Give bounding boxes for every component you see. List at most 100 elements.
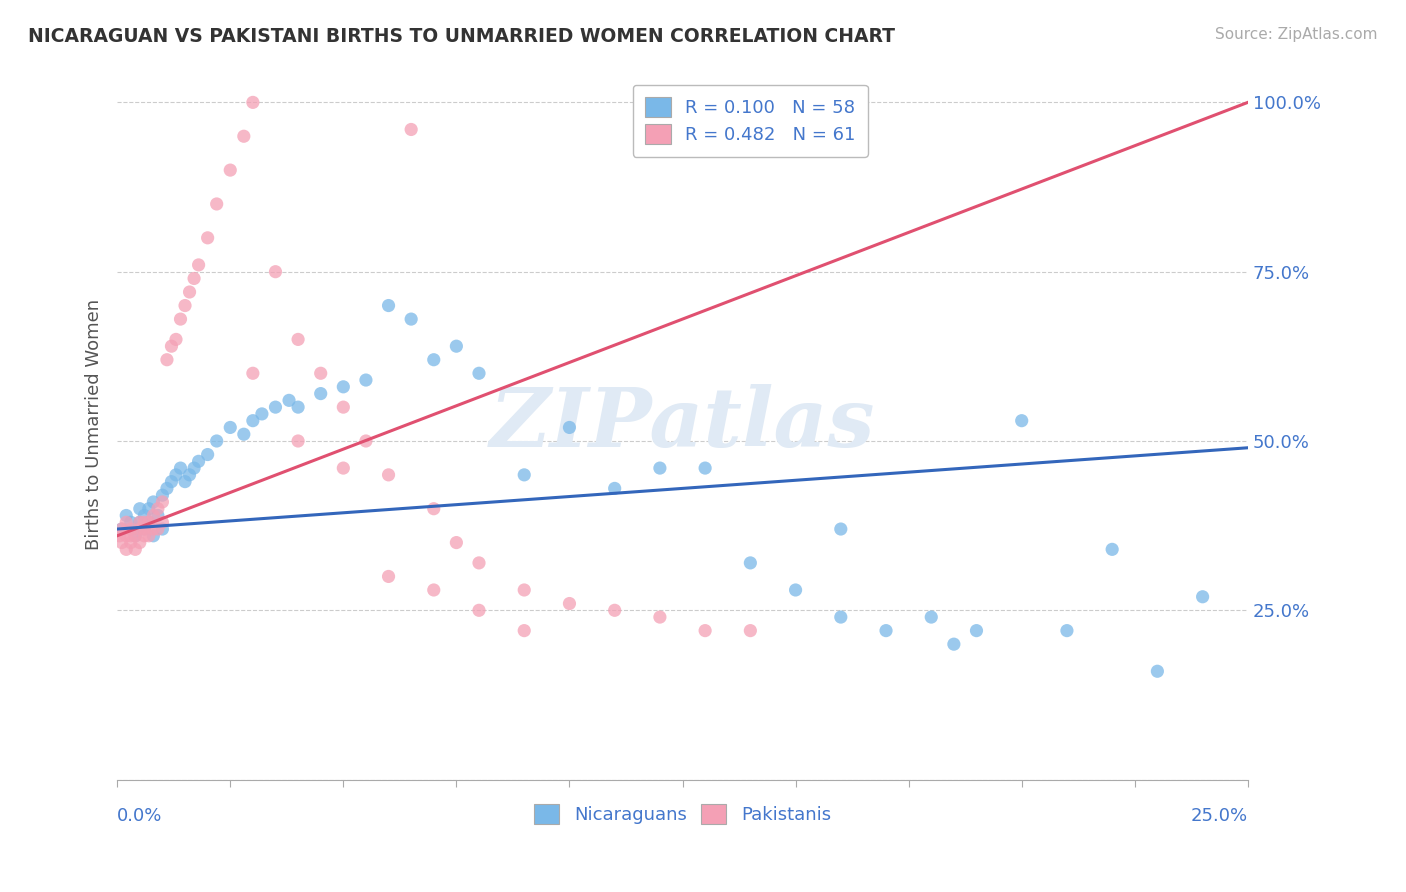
Point xyxy=(146,508,169,523)
Point xyxy=(399,312,422,326)
Point xyxy=(232,129,254,144)
Point xyxy=(377,299,399,313)
Point xyxy=(152,522,174,536)
Point xyxy=(287,434,309,448)
Point xyxy=(332,380,354,394)
Point xyxy=(1191,590,1213,604)
Point xyxy=(179,467,201,482)
Point xyxy=(128,501,150,516)
Point xyxy=(1101,542,1123,557)
Point xyxy=(468,603,491,617)
Point xyxy=(513,582,536,597)
Point xyxy=(115,508,138,523)
Point xyxy=(558,597,581,611)
Point xyxy=(695,624,717,638)
Point xyxy=(446,535,468,549)
Point xyxy=(309,366,332,380)
Point xyxy=(128,522,150,536)
Point xyxy=(242,366,264,380)
Point xyxy=(242,95,264,110)
Text: 0.0%: 0.0% xyxy=(117,806,163,825)
Point xyxy=(179,285,201,299)
Point xyxy=(120,535,142,549)
Point xyxy=(115,542,138,557)
Point xyxy=(111,522,134,536)
Point xyxy=(165,467,187,482)
Point xyxy=(108,529,131,543)
Point xyxy=(740,624,762,638)
Point xyxy=(942,637,965,651)
Point xyxy=(183,271,205,285)
Point xyxy=(152,495,174,509)
Point xyxy=(138,515,160,529)
Point xyxy=(205,197,228,211)
Point xyxy=(134,515,156,529)
Point xyxy=(120,515,142,529)
Point xyxy=(128,515,150,529)
Point xyxy=(124,529,146,543)
Point xyxy=(695,461,717,475)
Point xyxy=(740,556,762,570)
Point xyxy=(115,529,138,543)
Point xyxy=(138,501,160,516)
Point xyxy=(648,610,671,624)
Point xyxy=(558,420,581,434)
Point xyxy=(187,258,209,272)
Point xyxy=(242,414,264,428)
Point xyxy=(115,515,138,529)
Point xyxy=(264,265,287,279)
Point xyxy=(446,339,468,353)
Point xyxy=(169,312,191,326)
Point xyxy=(146,501,169,516)
Point xyxy=(134,529,156,543)
Text: Source: ZipAtlas.com: Source: ZipAtlas.com xyxy=(1215,27,1378,42)
Point xyxy=(197,231,219,245)
Text: NICARAGUAN VS PAKISTANI BIRTHS TO UNMARRIED WOMEN CORRELATION CHART: NICARAGUAN VS PAKISTANI BIRTHS TO UNMARR… xyxy=(28,27,896,45)
Point xyxy=(205,434,228,448)
Point xyxy=(287,333,309,347)
Point xyxy=(875,624,897,638)
Legend: Nicaraguans, Pakistanis: Nicaraguans, Pakistanis xyxy=(523,793,842,835)
Point xyxy=(152,488,174,502)
Point xyxy=(160,475,183,489)
Point xyxy=(1146,665,1168,679)
Point xyxy=(128,535,150,549)
Point xyxy=(111,535,134,549)
Point xyxy=(250,407,273,421)
Point xyxy=(309,386,332,401)
Point xyxy=(142,495,165,509)
Point xyxy=(354,434,377,448)
Text: ZIPatlas: ZIPatlas xyxy=(489,384,876,464)
Point xyxy=(785,582,807,597)
Point xyxy=(232,427,254,442)
Point xyxy=(278,393,301,408)
Y-axis label: Births to Unmarried Women: Births to Unmarried Women xyxy=(86,299,103,549)
Point xyxy=(152,515,174,529)
Point xyxy=(142,508,165,523)
Point xyxy=(648,461,671,475)
Point xyxy=(264,400,287,414)
Point xyxy=(134,522,156,536)
Point xyxy=(134,508,156,523)
Point xyxy=(120,522,142,536)
Point xyxy=(219,163,242,178)
Point xyxy=(160,339,183,353)
Point xyxy=(354,373,377,387)
Point xyxy=(169,461,191,475)
Point xyxy=(1056,624,1078,638)
Point xyxy=(156,352,179,367)
Point xyxy=(920,610,942,624)
Point xyxy=(142,529,165,543)
Point xyxy=(377,569,399,583)
Point xyxy=(332,461,354,475)
Point xyxy=(468,366,491,380)
Point xyxy=(146,522,169,536)
Point xyxy=(1011,414,1033,428)
Point xyxy=(142,522,165,536)
Point xyxy=(377,467,399,482)
Point xyxy=(124,529,146,543)
Point xyxy=(603,482,626,496)
Point xyxy=(399,122,422,136)
Point xyxy=(183,461,205,475)
Text: 25.0%: 25.0% xyxy=(1191,806,1249,825)
